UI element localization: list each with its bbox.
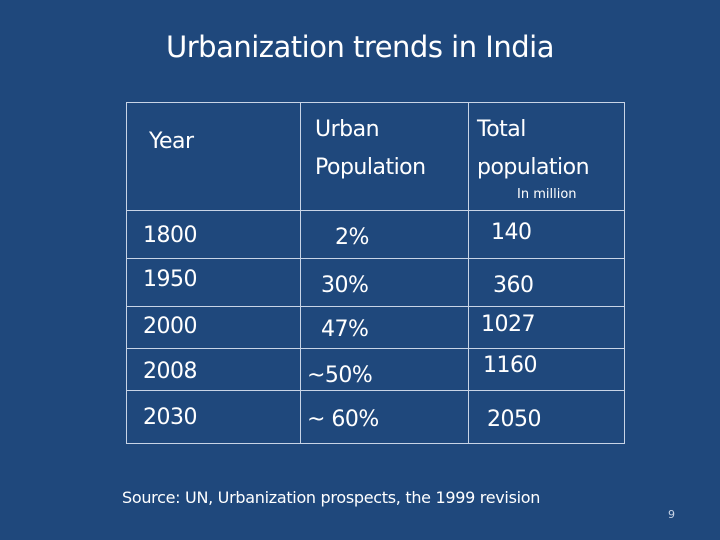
- urban-cell: ~ 60%: [307, 407, 379, 432]
- page-number: 9: [668, 508, 675, 521]
- table-row: 1950 30% 360: [126, 258, 625, 307]
- urban-cell: 30%: [321, 273, 369, 298]
- slide-title: Urbanization trends in India: [166, 30, 554, 64]
- table-row: 2000 47% 1027: [126, 306, 625, 349]
- year-cell: 1800: [143, 223, 198, 248]
- urbanization-table: Year Urban Population Total population In m…: [126, 102, 625, 444]
- total-cell: 1027: [481, 312, 536, 337]
- total-cell: 2050: [487, 407, 542, 432]
- header-total: Total population: [477, 117, 590, 180]
- header-year: Year: [149, 129, 194, 154]
- year-cell: 2008: [143, 359, 198, 384]
- header-urban: Urban Population: [315, 117, 426, 180]
- total-cell: 1160: [483, 353, 538, 378]
- urban-cell: 2%: [335, 225, 369, 250]
- total-cell: 140: [491, 220, 532, 245]
- urban-cell: 47%: [321, 317, 369, 342]
- header-unit: In million: [517, 187, 577, 202]
- table-row: 2030 ~ 60% 2050: [126, 390, 625, 444]
- urban-cell: ~50%: [307, 363, 373, 388]
- table-header-row: Year Urban Population Total population In m…: [126, 102, 625, 211]
- year-cell: 2000: [143, 314, 198, 339]
- table-row: 1800 2% 140: [126, 210, 625, 259]
- year-cell: 2030: [143, 405, 198, 430]
- total-cell: 360: [493, 273, 534, 298]
- year-cell: 1950: [143, 267, 198, 292]
- source-note: Source: UN, Urbanization prospects, the …: [122, 488, 541, 507]
- table-row: 2008 ~50% 1160: [126, 348, 625, 391]
